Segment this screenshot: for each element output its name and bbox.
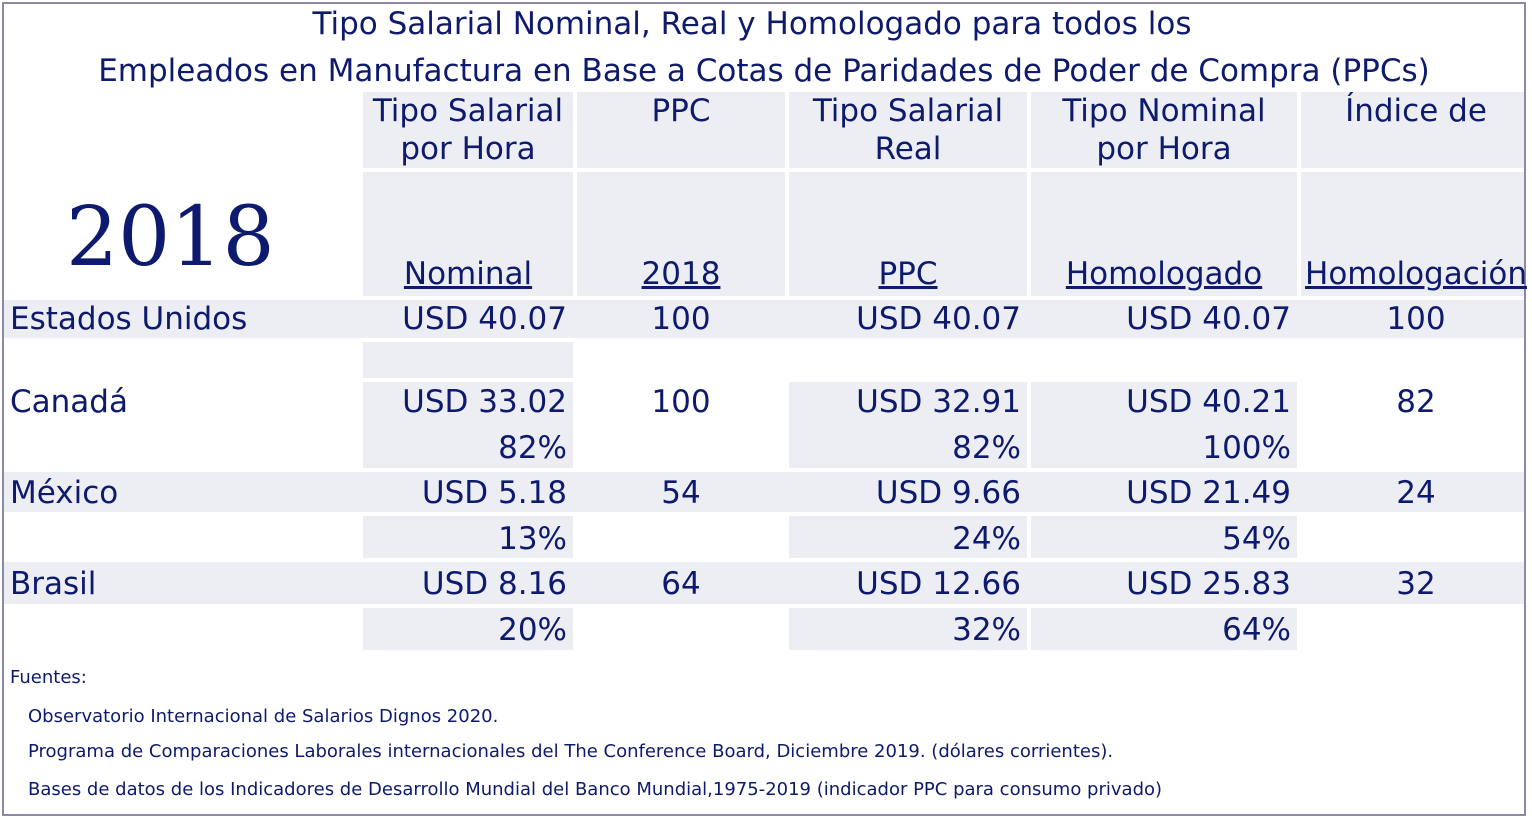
cell-shade xyxy=(789,382,1027,468)
title-line-2: Empleados en Manufactura en Base a Cotas… xyxy=(98,53,1430,89)
country-label: Brasil xyxy=(10,566,97,602)
row-shade xyxy=(4,472,1524,512)
cell-shade xyxy=(1031,172,1297,296)
nominal-percent: 82% xyxy=(498,430,567,466)
row-shade xyxy=(4,562,1524,604)
nominal-value: USD 40.07 xyxy=(402,301,567,337)
ppc-value: 54 xyxy=(661,475,701,511)
indice-value: 100 xyxy=(1386,301,1446,337)
row-shade xyxy=(4,300,1524,338)
homologado-value: USD 21.49 xyxy=(1126,475,1291,511)
ppc-value: 100 xyxy=(651,384,711,420)
cell-shade xyxy=(1031,92,1297,168)
real-value: USD 12.66 xyxy=(856,566,1021,602)
cell-shade xyxy=(1031,608,1297,650)
country-label: Estados Unidos xyxy=(10,301,248,337)
real-value: USD 40.07 xyxy=(856,301,1021,337)
cell-shade xyxy=(363,516,573,558)
cell-shade xyxy=(363,92,573,168)
cell-shade xyxy=(789,608,1027,650)
indice-value: 24 xyxy=(1396,475,1436,511)
ppc-value: 100 xyxy=(651,301,711,337)
col-ppc-subheader: 2018 xyxy=(641,256,721,292)
col-nominal-header-1: Tipo Salarial xyxy=(372,93,564,129)
cell-shade xyxy=(789,172,1027,296)
ppc-value: 64 xyxy=(661,566,701,602)
real-value: USD 32.91 xyxy=(856,384,1021,420)
col-homologado-header-1: Tipo Nominal xyxy=(1062,93,1266,129)
source-item: Observatorio Internacional de Salarios D… xyxy=(28,706,499,727)
country-label: Canadá xyxy=(10,384,128,420)
cell-shade xyxy=(1031,516,1297,558)
cell-shade xyxy=(1301,92,1524,168)
homologado-value: USD 25.83 xyxy=(1126,566,1291,602)
col-homologado-header-2: por Hora xyxy=(1096,131,1232,167)
indice-value: 82 xyxy=(1396,384,1436,420)
col-nominal-header-2: por Hora xyxy=(400,131,536,167)
cell-shade xyxy=(789,92,1027,168)
homologado-percent: 54% xyxy=(1222,521,1291,557)
cell-shade xyxy=(363,342,573,378)
source-item: Programa de Comparaciones Laborales inte… xyxy=(28,741,1114,762)
homologado-percent: 64% xyxy=(1222,612,1291,648)
cell-shade xyxy=(363,172,573,296)
indice-value: 32 xyxy=(1396,566,1436,602)
real-percent: 82% xyxy=(952,430,1021,466)
col-homologado-subheader: Homologado xyxy=(1065,256,1263,292)
col-nominal-subheader: Nominal xyxy=(403,256,533,292)
col-indice-header-1: Índice de xyxy=(1345,93,1487,129)
sources-label: Fuentes: xyxy=(10,667,87,688)
col-real-header-1: Tipo Salarial xyxy=(812,93,1004,129)
cell-shade xyxy=(577,92,785,168)
homologado-value: USD 40.21 xyxy=(1126,384,1291,420)
cell-shade xyxy=(577,172,785,296)
title-line-1: Tipo Salarial Nominal, Real y Homologado… xyxy=(312,6,1192,42)
cell-shade xyxy=(1301,172,1524,296)
year-label: 2018 xyxy=(66,190,275,285)
col-real-subheader: PPC xyxy=(878,256,938,292)
cell-shade xyxy=(1031,382,1297,468)
col-indice-subheader: Homologación xyxy=(1305,256,1527,292)
col-ppc-header-1: PPC xyxy=(651,93,711,129)
homologado-percent: 100% xyxy=(1202,430,1291,466)
source-item: Bases de datos de los Indicadores de Des… xyxy=(28,779,1163,800)
cell-shade xyxy=(363,608,573,650)
nominal-percent: 20% xyxy=(498,612,567,648)
nominal-value: USD 33.02 xyxy=(402,384,567,420)
country-label: México xyxy=(10,475,119,511)
real-percent: 32% xyxy=(952,612,1021,648)
cell-shade xyxy=(789,516,1027,558)
cell-shade xyxy=(363,382,573,468)
homologado-value: USD 40.07 xyxy=(1126,301,1291,337)
real-value: USD 9.66 xyxy=(875,475,1021,511)
nominal-value: USD 8.16 xyxy=(421,566,567,602)
nominal-percent: 13% xyxy=(498,521,567,557)
col-real-header-2: Real xyxy=(874,131,942,167)
real-percent: 24% xyxy=(952,521,1021,557)
nominal-value: USD 5.18 xyxy=(421,475,567,511)
